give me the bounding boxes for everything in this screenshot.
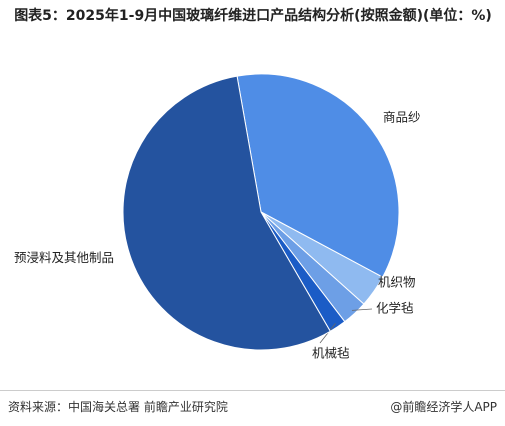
- divider: [0, 390, 505, 391]
- slice-label: 商品纱: [383, 110, 421, 125]
- slice-label: 机械毡: [312, 346, 350, 361]
- leader-line: [351, 308, 373, 311]
- slice-label: 机织物: [378, 275, 416, 290]
- chart-title: 图表5：2025年1-9月中国玻璃纤维进口产品结构分析(按照金额)(单位：%): [14, 8, 492, 24]
- brand: @前瞻经济学人APP: [390, 400, 497, 414]
- slice-label: 化学毡: [376, 301, 414, 316]
- pie-slice: [122, 75, 332, 351]
- source: 资料来源：中国海关总署 前瞻产业研究院: [8, 400, 228, 414]
- slice-label: 预浸料及其他制品: [13, 250, 114, 265]
- pie-slice: [236, 73, 400, 278]
